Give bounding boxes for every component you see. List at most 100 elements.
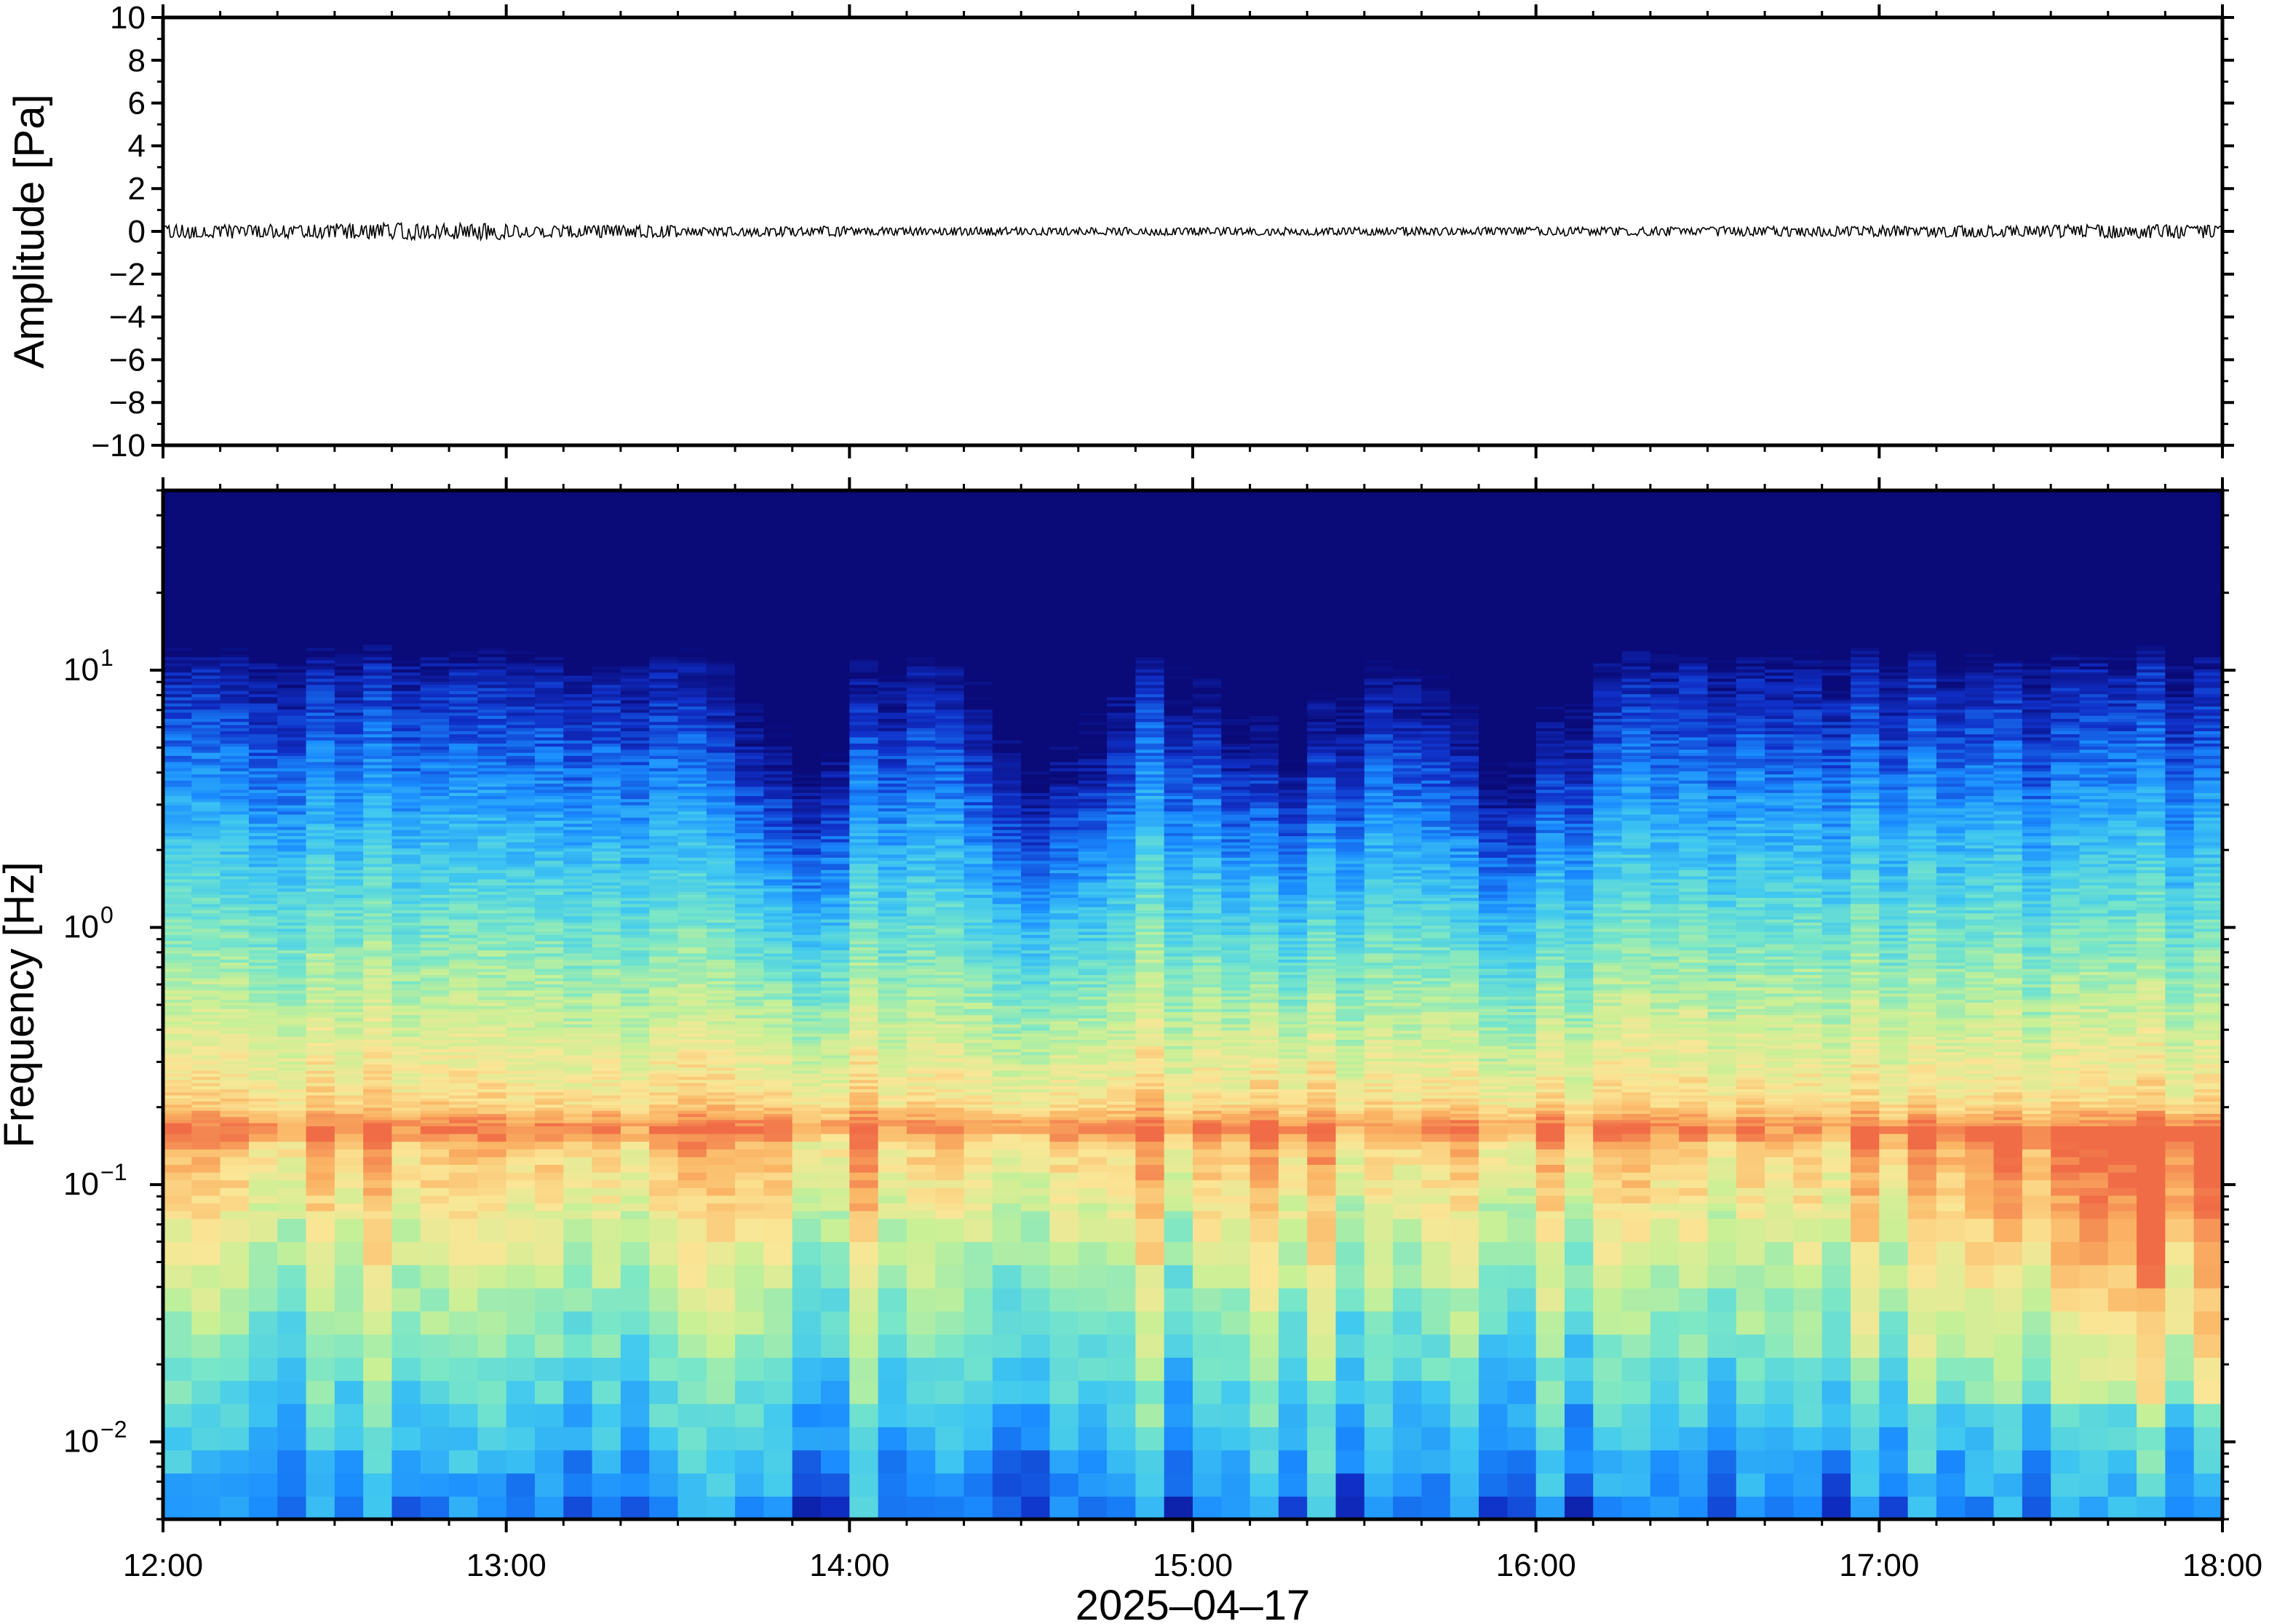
spectrogram-cell xyxy=(163,826,193,830)
spectrogram-cell xyxy=(248,690,279,695)
spectrogram-cell xyxy=(306,1187,335,1196)
spectrogram-cell xyxy=(163,644,193,648)
spectrogram-cell xyxy=(248,838,279,843)
spectrogram-cell xyxy=(277,1195,307,1203)
spectrogram-cell xyxy=(248,1061,279,1065)
waveform-ytick-label: 6 xyxy=(128,86,146,122)
spectrogram-cell xyxy=(191,900,221,904)
spectrogram-cell xyxy=(220,1426,250,1451)
spectrogram-cell xyxy=(220,937,250,942)
spectrogram-cell xyxy=(163,613,193,618)
spectrogram-cell xyxy=(248,1403,279,1428)
spectrogram-cell xyxy=(248,937,279,942)
spectrogram-cell xyxy=(277,792,307,797)
spectrogram-cell xyxy=(677,1156,707,1165)
spectrogram-cell xyxy=(248,1241,279,1265)
spectrogram-cell xyxy=(163,878,193,883)
spectrogram-cell xyxy=(248,1195,279,1203)
spectrogram-cell xyxy=(220,1005,250,1009)
spectrogram-cell xyxy=(248,552,279,556)
spectrogram-cell xyxy=(191,808,221,812)
spectrogram-cell xyxy=(191,702,221,707)
spectrogram-cell xyxy=(191,644,221,648)
spectrogram-cell xyxy=(248,709,279,713)
spectrogram-cell xyxy=(220,1148,250,1158)
spectrogram-cell xyxy=(477,1126,507,1134)
spectrogram-cell xyxy=(220,539,250,544)
spectrogram-cell xyxy=(649,1156,679,1165)
spectrogram-cell xyxy=(163,539,193,544)
spectrogram-cell xyxy=(163,1473,193,1497)
spectrogram-cell xyxy=(277,851,307,855)
spectrogram-cell xyxy=(163,903,193,907)
spectrogram-cell xyxy=(220,999,250,1003)
spectrogram-cell xyxy=(191,758,221,763)
spectrogram-cell xyxy=(220,1002,250,1006)
spectrogram-cell xyxy=(248,1032,279,1037)
spectrogram-cell xyxy=(220,1133,250,1142)
spectrogram-cell xyxy=(248,693,279,698)
spectrogram-cell xyxy=(248,715,279,719)
spectrogram-cell xyxy=(220,897,250,901)
spectrogram-cell xyxy=(220,1122,250,1126)
spectrogram-cell xyxy=(592,1265,621,1289)
spectrogram-cell xyxy=(248,493,279,497)
spectrogram-cell xyxy=(334,1171,364,1181)
spectrogram-cell xyxy=(220,715,250,719)
spectrogram-cell xyxy=(248,712,279,716)
spectrogram-cell xyxy=(163,1039,193,1043)
spectrogram-cell xyxy=(592,1380,621,1404)
spectrogram-cell xyxy=(334,1449,364,1474)
spectrogram-cell xyxy=(220,952,250,957)
spectrogram-cell xyxy=(191,792,221,797)
spectrogram-cell xyxy=(191,693,221,698)
spectrogram-cell xyxy=(191,1067,221,1071)
spectrogram-cell xyxy=(191,977,221,982)
spectrogram-cell xyxy=(449,1187,479,1196)
spectrogram-cell xyxy=(277,918,307,923)
spectrogram-cell xyxy=(163,502,193,506)
spectrogram-cell xyxy=(220,922,250,926)
spectrogram-cell xyxy=(163,542,193,546)
spectrogram-cell xyxy=(220,1357,250,1381)
spectrogram-cell xyxy=(191,1171,221,1181)
spectrogram-cell xyxy=(163,564,193,568)
spectrogram-cell xyxy=(163,1218,193,1243)
spectrogram-cell xyxy=(191,554,221,559)
spectrogram-cell xyxy=(191,841,221,845)
spectrogram-cell xyxy=(706,1187,736,1196)
spectrogram-cell xyxy=(706,1473,736,1497)
spectrogram-cell xyxy=(248,523,279,528)
spectrogram-cell xyxy=(649,1380,679,1404)
spectrogram-cell xyxy=(163,493,193,497)
spectrogram-cell xyxy=(191,798,221,803)
spectrogram-cell xyxy=(163,641,193,645)
spectrogram-cell xyxy=(163,1079,193,1083)
spectrogram-cell xyxy=(191,1073,221,1078)
spectrogram-cell xyxy=(477,1449,507,1474)
spectrogram-cell xyxy=(477,1164,507,1173)
spectrogram-cell xyxy=(706,1171,736,1181)
spectrogram-cell xyxy=(277,1380,307,1404)
spectrogram-cell xyxy=(163,771,193,775)
spectrogram-cell xyxy=(163,1287,193,1312)
spectrogram-cell xyxy=(392,1496,421,1520)
spectrogram-cell xyxy=(220,641,250,645)
spectrogram-cell xyxy=(277,773,307,778)
spectrogram-cell xyxy=(191,816,221,821)
spectrogram-cell xyxy=(420,1403,450,1428)
spectrogram-cell xyxy=(277,789,307,793)
spectrogram-cell xyxy=(191,1107,221,1111)
spectrogram-cell xyxy=(477,1334,507,1358)
spectrogram-cell xyxy=(248,1473,279,1497)
spectrogram-cell xyxy=(363,1210,393,1219)
spectrogram-cell xyxy=(220,542,250,546)
spectrogram-cell xyxy=(191,592,221,596)
spectrogram-cell xyxy=(563,1195,593,1203)
spectrogram-cell xyxy=(248,607,279,611)
spectrogram-cell xyxy=(306,1179,335,1188)
spectrogram-cell xyxy=(191,1110,221,1114)
spectrogram-cell xyxy=(306,1171,335,1181)
spectrogram-cell xyxy=(220,1107,250,1111)
spectrogram-cell xyxy=(277,702,307,707)
